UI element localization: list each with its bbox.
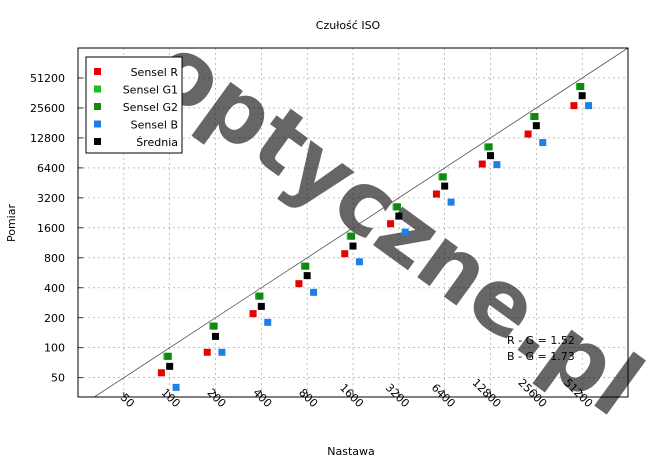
point-sensel-b	[172, 383, 180, 391]
legend-label: Średnia	[136, 136, 178, 149]
y-axis-ticks: 50 100 200 400 800 1600 3200 6400 12800 25600 5120…	[30, 72, 83, 385]
point-sensel-r	[432, 190, 440, 198]
legend: Sensel R Sensel G1 Sensel G2 Sensel B Średni…	[85, 56, 183, 154]
x-tick-label: 800	[296, 386, 320, 410]
point-sensel-b	[218, 348, 226, 356]
point-sensel-b	[539, 139, 547, 147]
point-średnia	[257, 302, 265, 310]
x-tick-label: 200	[205, 386, 229, 410]
x-tick-label: 50	[118, 391, 137, 410]
point-średnia	[532, 122, 540, 130]
x-tick-label: 12800	[470, 376, 504, 410]
legend-swatch	[94, 120, 101, 128]
point-sensel-g2	[210, 322, 218, 330]
point-sensel-r	[249, 310, 257, 318]
point-sensel-r	[295, 280, 303, 288]
data-points	[157, 83, 593, 391]
y-tick-label: 800	[44, 252, 65, 265]
legend-swatch	[94, 138, 101, 145]
y-tick-label: 6400	[37, 162, 65, 175]
y-tick-label: 1600	[37, 222, 65, 235]
point-średnia	[487, 152, 494, 160]
point-sensel-b	[264, 318, 272, 326]
legend-label: Sensel G1	[123, 84, 178, 97]
y-tick-label: 3200	[37, 192, 65, 205]
point-sensel-b	[310, 288, 318, 296]
point-średnia	[395, 212, 403, 220]
y-tick-label: 50	[51, 372, 65, 385]
point-sensel-g2	[577, 83, 585, 91]
legend-box	[85, 56, 183, 154]
point-sensel-g2	[439, 173, 447, 181]
annotation-r-g: R - G = 1.52	[507, 334, 575, 347]
point-sensel-r	[157, 369, 165, 377]
point-sensel-b	[493, 161, 501, 169]
point-średnia	[212, 332, 219, 340]
point-sensel-r	[478, 160, 486, 168]
y-tick-label: 12800	[30, 132, 65, 145]
legend-label: Sensel B	[131, 119, 178, 132]
legend-label: Sensel G2	[123, 101, 178, 114]
point-sensel-g2	[393, 203, 401, 211]
x-tick-label: 400	[250, 386, 274, 410]
point-sensel-g2	[302, 262, 310, 270]
legend-label: Sensel R	[131, 66, 179, 79]
point-sensel-b	[401, 228, 409, 236]
x-axis-label: Nastawa	[327, 445, 375, 458]
reference-line	[94, 47, 629, 398]
y-axis-label: Pomiar	[5, 204, 18, 242]
chart-title: Czułość ISO	[316, 19, 381, 32]
point-średnia	[349, 242, 357, 250]
point-średnia	[166, 362, 174, 370]
y-tick-label: 200	[44, 312, 65, 325]
point-sensel-b	[447, 198, 455, 206]
point-średnia	[441, 182, 449, 190]
legend-swatch	[94, 85, 101, 93]
y-tick-label: 25600	[30, 102, 65, 115]
point-sensel-r	[203, 348, 211, 356]
annotation-b-g: B - G = 1.73	[507, 350, 575, 363]
x-tick-label: 6400	[429, 381, 458, 410]
point-średnia	[303, 272, 311, 280]
point-sensel-r	[570, 102, 578, 110]
x-tick-label: 1600	[337, 381, 366, 410]
point-sensel-r	[341, 250, 349, 258]
legend-swatch	[94, 68, 101, 75]
y-tick-label: 51200	[30, 72, 65, 85]
x-axis-ticks: 50 100 200 400 800 1600 3200 6400 12800 25600 5120…	[118, 376, 595, 410]
point-sensel-g2	[531, 113, 539, 121]
point-sensel-g2	[348, 232, 356, 240]
point-sensel-r	[524, 130, 532, 138]
point-sensel-g2	[485, 143, 493, 151]
point-sensel-g2	[256, 292, 264, 300]
point-sensel-b	[585, 102, 593, 110]
legend-swatch	[94, 103, 101, 110]
point-średnia	[578, 92, 586, 100]
x-tick-label: 3200	[383, 381, 412, 410]
y-tick-label: 100	[44, 342, 65, 355]
y-tick-label: 400	[44, 282, 65, 295]
point-sensel-r	[387, 220, 395, 228]
point-sensel-g2	[164, 352, 172, 360]
point-sensel-b	[355, 258, 363, 266]
